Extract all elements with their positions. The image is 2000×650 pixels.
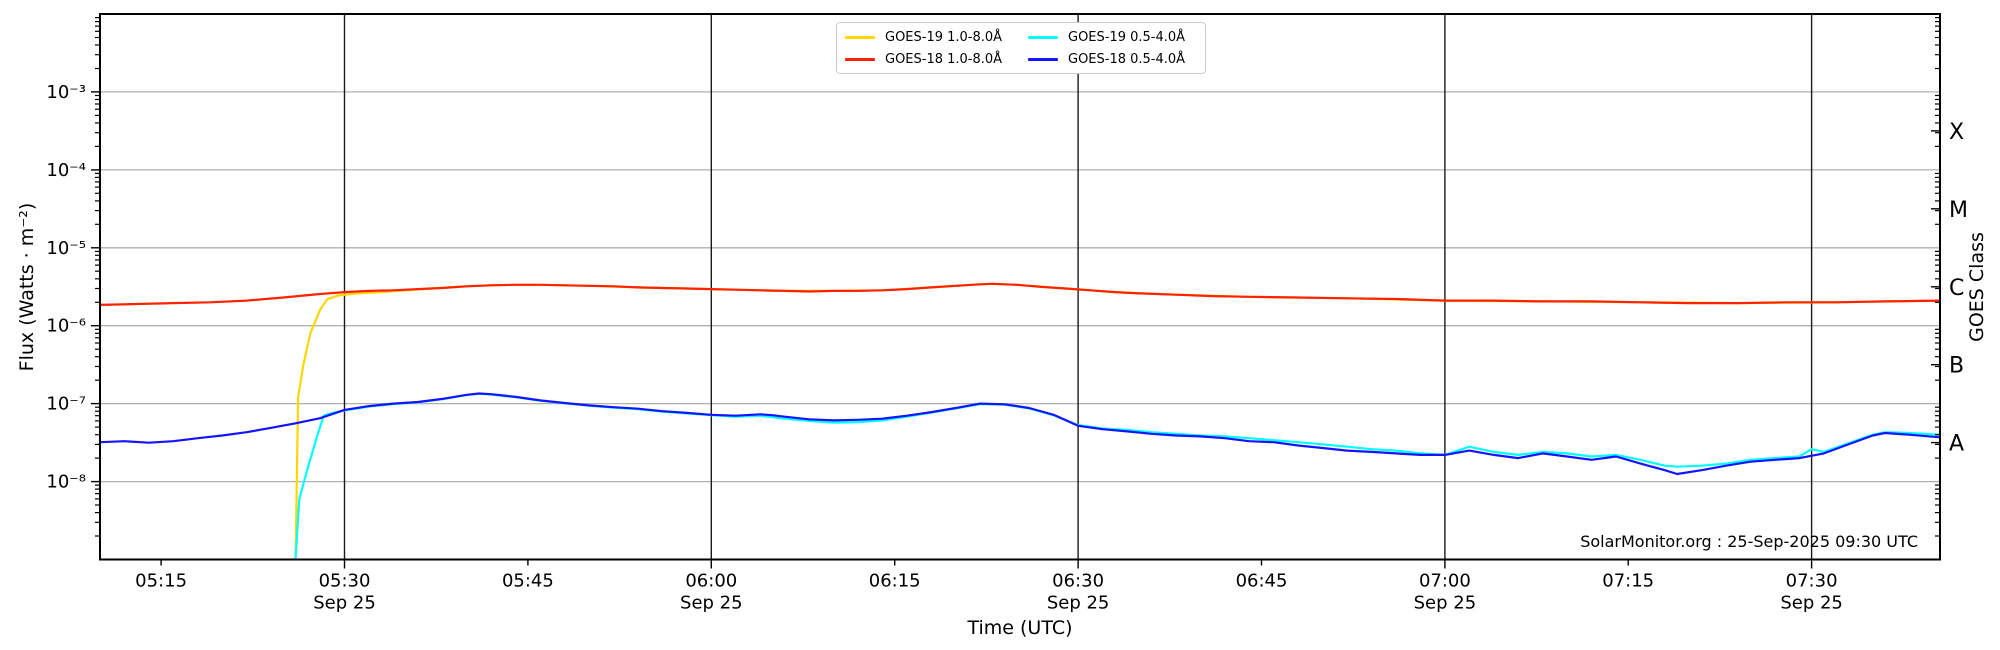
x-tick-date-label: Sep 25 bbox=[1047, 593, 1110, 614]
series-line-3 bbox=[98, 392, 1942, 476]
goes-class-label: B bbox=[1949, 354, 1964, 379]
x-tick-label: 06:15 bbox=[869, 571, 921, 592]
goes-class-label: A bbox=[1949, 432, 1964, 457]
x-tick-date-label: Sep 25 bbox=[1780, 593, 1843, 614]
x-tick-date-label: Sep 25 bbox=[313, 593, 376, 614]
legend-item: GOES-19 0.5-4.0Å bbox=[1028, 31, 1197, 44]
watermark-text: SolarMonitor.org : 25-Sep-2025 09:30 UTC bbox=[1580, 532, 1918, 551]
legend-label: GOES-19 0.5-4.0Å bbox=[1068, 29, 1186, 45]
x-tick-label: 06:45 bbox=[1236, 571, 1288, 592]
legend-label: GOES-18 1.0-8.0Å bbox=[885, 51, 1003, 67]
right-axis-label: GOES Class bbox=[1966, 232, 1988, 342]
legend-line-goes18-long-icon bbox=[845, 57, 875, 61]
x-tick-label: 05:45 bbox=[502, 571, 554, 592]
plot-border bbox=[99, 13, 1941, 561]
y-tick-label: 10⁻⁶ bbox=[46, 316, 86, 337]
y-tick-label: 10⁻³ bbox=[46, 82, 86, 103]
x-tick-label: 07:15 bbox=[1602, 571, 1654, 592]
x-axis-label: Time (UTC) bbox=[967, 617, 1073, 639]
legend-item: GOES-18 1.0-8.0Å bbox=[845, 53, 1014, 66]
series-line-0 bbox=[294, 282, 1942, 559]
x-tick-label: 06:00 bbox=[685, 571, 737, 592]
x-tick-date-label: Sep 25 bbox=[1414, 593, 1477, 614]
legend-line-goes18-short-icon bbox=[1028, 57, 1058, 61]
x-tick-label: 06:30 bbox=[1052, 571, 1104, 592]
goes-class-label: M bbox=[1949, 198, 1968, 223]
legend-item: GOES-19 1.0-8.0Å bbox=[845, 31, 1014, 44]
legend-label: GOES-19 1.0-8.0Å bbox=[885, 29, 1003, 45]
goes-class-label: C bbox=[1949, 276, 1964, 301]
y-tick-label: 10⁻⁷ bbox=[46, 394, 86, 415]
legend-label: GOES-18 0.5-4.0Å bbox=[1068, 51, 1186, 67]
legend: GOES-19 1.0-8.0Å GOES-18 1.0-8.0Å GOES-1… bbox=[836, 22, 1206, 74]
x-tick-label: 05:30 bbox=[319, 571, 371, 592]
x-tick-date-label: Sep 25 bbox=[680, 593, 743, 614]
series-line-1 bbox=[98, 282, 1942, 306]
y-tick-label: 10⁻⁴ bbox=[46, 160, 86, 181]
y-axis-label: Flux (Watts · m⁻²) bbox=[16, 202, 38, 372]
x-tick-label: 07:00 bbox=[1419, 571, 1471, 592]
goes-class-label: X bbox=[1949, 120, 1964, 145]
y-tick-label: 10⁻⁸ bbox=[46, 472, 86, 493]
legend-line-goes19-long-icon bbox=[845, 35, 875, 39]
y-tick-label: 10⁻⁵ bbox=[46, 238, 86, 259]
legend-line-goes19-short-icon bbox=[1028, 35, 1058, 39]
legend-item: GOES-18 0.5-4.0Å bbox=[1028, 53, 1197, 66]
x-tick-label: 07:30 bbox=[1786, 571, 1838, 592]
x-tick-label: 05:15 bbox=[135, 571, 187, 592]
